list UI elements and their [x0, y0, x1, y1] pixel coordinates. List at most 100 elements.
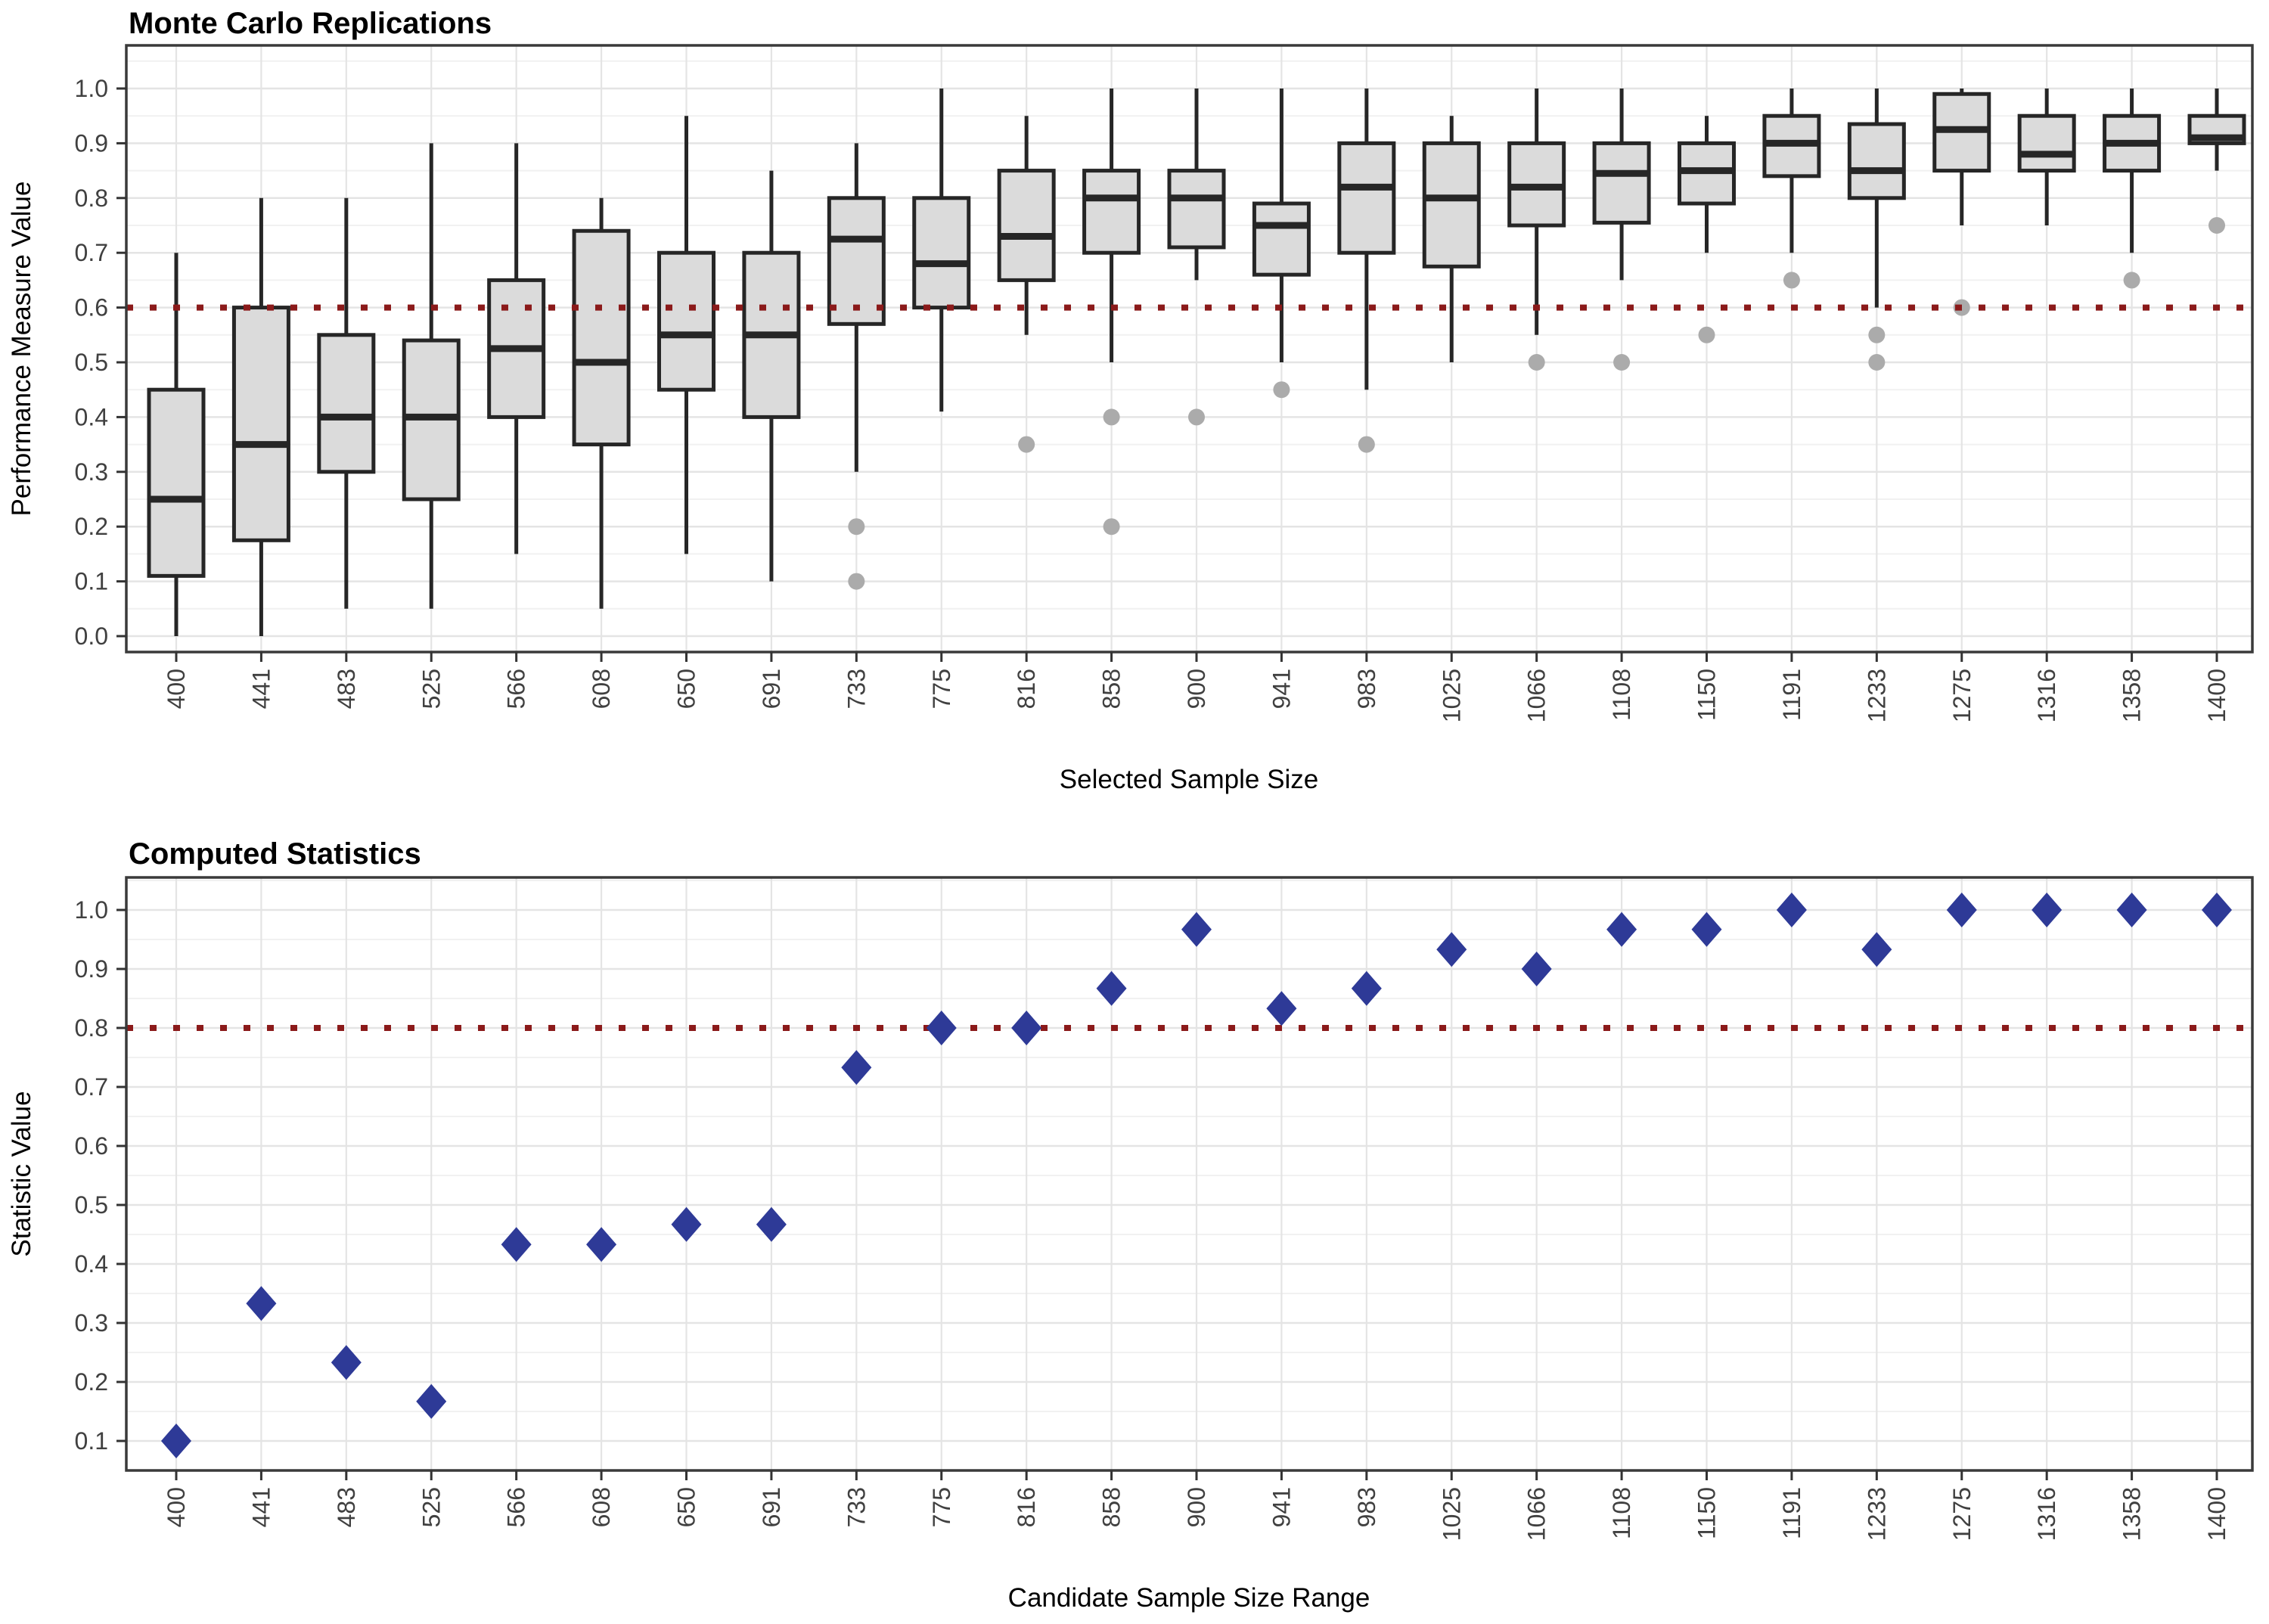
x-tick-label: 1025 — [1438, 1487, 1465, 1541]
scatter-points — [161, 893, 2232, 1458]
diamond-point — [2202, 893, 2232, 927]
boxplot — [1847, 88, 1906, 371]
y-tick-label: 1.0 — [75, 896, 108, 924]
x-tick-label: 400 — [163, 1487, 190, 1527]
outlier-point — [1783, 272, 1800, 289]
box-iqr — [1592, 141, 1651, 225]
box-iqr — [1082, 169, 1141, 255]
box-iqr — [827, 196, 886, 326]
x-tick-label: 483 — [333, 669, 360, 709]
bottom-panel-title: Computed Statistics — [129, 837, 421, 871]
x-tick-label: 1275 — [1948, 1487, 1976, 1541]
outlier-point — [1868, 326, 1886, 343]
outlier-point — [1613, 354, 1631, 371]
x-tick-label: 1150 — [1693, 1487, 1721, 1539]
boxplot — [402, 143, 461, 609]
x-tick-label: 1358 — [2118, 1487, 2146, 1541]
diamond-point — [586, 1227, 617, 1262]
outlier-point — [2208, 217, 2225, 234]
outlier-point — [1188, 408, 1205, 426]
panel-border — [125, 876, 2254, 1472]
x-tick-label: 858 — [1098, 669, 1125, 709]
boxplot — [1252, 88, 1311, 399]
y-tick-label: 0.6 — [75, 1132, 108, 1160]
x-tick-label: 483 — [333, 1487, 360, 1527]
boxplot — [742, 170, 801, 582]
x-tick-label: 400 — [163, 669, 190, 709]
x-tick-label: 566 — [503, 669, 530, 709]
x-tick-label: 1316 — [2033, 669, 2060, 722]
outlier-point — [1358, 436, 1375, 453]
boxplot — [827, 143, 886, 590]
diamond-point — [501, 1227, 532, 1262]
boxplot — [317, 197, 376, 609]
x-tick-label: 650 — [673, 1487, 700, 1527]
x-tick-label: 1400 — [2203, 1487, 2230, 1541]
x-tick-label: 1358 — [2118, 669, 2146, 722]
diamond-point — [161, 1424, 191, 1458]
diamond-point — [1011, 1011, 1042, 1045]
x-tick-label: 650 — [673, 669, 700, 709]
x-tick-label: 816 — [1013, 669, 1040, 709]
box-iqr — [1337, 141, 1396, 255]
boxplot-panel: 0.0 0.1 0.2 0.3 0.4 0.5 0.6 0.7 0.8 0.9 1.0 400 441 4… — [75, 44, 2254, 722]
x-tick-label: 1066 — [1523, 1487, 1550, 1541]
y-tick-label: 0.4 — [75, 1250, 108, 1278]
diamond-point — [1181, 911, 1212, 947]
diamond-point — [1946, 893, 1977, 927]
diamond-point — [671, 1206, 702, 1242]
boxplot — [1592, 88, 1651, 371]
x-tick-label: 1191 — [1778, 669, 1805, 721]
diamond-point — [1521, 952, 1552, 986]
outlier-point — [848, 573, 865, 590]
y-tick-label: 0.7 — [75, 1073, 108, 1101]
boxplot — [1507, 88, 1566, 371]
boxplot — [912, 88, 971, 412]
x-tick-label: 608 — [588, 669, 615, 709]
y-tick-label: 0.9 — [75, 955, 108, 983]
boxplot — [1167, 88, 1226, 426]
boxplot — [572, 197, 631, 609]
x-tick-label: 775 — [928, 669, 955, 709]
box-iqr — [1167, 169, 1226, 250]
x-tick-label: 1150 — [1693, 669, 1721, 721]
x-tick-label: 1316 — [2033, 1487, 2060, 1541]
box-iqr — [1847, 122, 1906, 200]
boxplot — [657, 116, 715, 554]
y-tick-label: 0.9 — [75, 129, 108, 157]
diamond-point — [2116, 893, 2147, 927]
y-tick-label: 0.0 — [75, 623, 108, 650]
diamond-point — [1776, 893, 1807, 927]
box-iqr — [317, 333, 376, 474]
x-tick-label: 1025 — [1438, 669, 1465, 722]
diamond-point — [1096, 970, 1127, 1006]
outlier-point — [1868, 354, 1886, 371]
x-tick-label: 983 — [1353, 1487, 1380, 1527]
x-tick-label: 525 — [417, 1487, 445, 1527]
outlier-point — [1528, 354, 1545, 371]
x-tick-label: 1233 — [1863, 1487, 1890, 1541]
box-iqr — [1252, 201, 1311, 277]
axes: 0.0 0.1 0.2 0.3 0.4 0.5 0.6 0.7 0.8 0.9 1.0 400 441 4… — [75, 75, 2230, 722]
box-iqr — [147, 387, 206, 578]
x-tick-label: 983 — [1353, 669, 1380, 709]
y-tick-label: 0.1 — [75, 1427, 108, 1455]
diamond-point — [1691, 911, 1722, 947]
x-tick-label: 900 — [1183, 1487, 1210, 1527]
x-tick-label: 858 — [1098, 1487, 1125, 1527]
top-y-axis-title: Performance Measure Value — [7, 182, 36, 517]
diamond-point — [1606, 911, 1637, 947]
top-panel-title: Monte Carlo Replications — [129, 7, 492, 40]
boxplot — [1932, 88, 1991, 316]
outlier-point — [1103, 518, 1120, 536]
box-iqr — [572, 228, 631, 447]
top-x-axis-title: Selected Sample Size — [1060, 765, 1318, 794]
x-tick-label: 566 — [503, 1487, 530, 1527]
outlier-point — [1273, 381, 1290, 399]
diamond-point — [416, 1383, 447, 1419]
box-iqr — [1422, 141, 1481, 269]
y-tick-label: 0.3 — [75, 1309, 108, 1337]
x-tick-label: 900 — [1183, 669, 1210, 709]
x-tick-label: 1191 — [1778, 1487, 1805, 1539]
